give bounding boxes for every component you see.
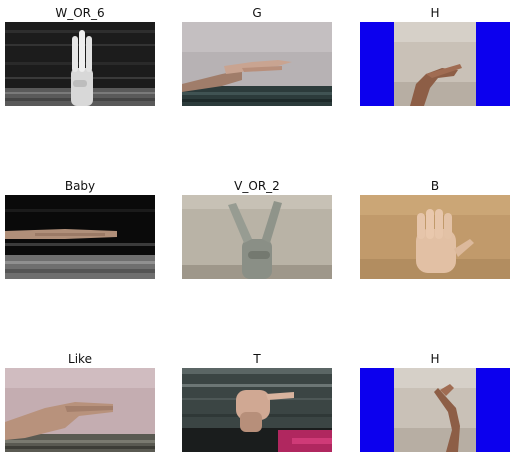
hand-sign-photo-graphic — [360, 368, 510, 452]
hand-sign-photo — [182, 22, 332, 106]
image-caption: G — [252, 6, 262, 20]
hand-sign-photo — [182, 195, 332, 279]
hand-sign-photo — [360, 368, 510, 452]
hand-sign-photo-graphic — [182, 368, 332, 452]
image-caption: W_OR_6 — [55, 6, 105, 20]
image-caption: Baby — [64, 179, 96, 193]
hand-sign-photo — [360, 22, 510, 106]
hand-sign-photo — [182, 368, 332, 452]
image-caption: B — [430, 179, 440, 193]
hand-sign-photo-graphic — [182, 195, 332, 279]
hand-sign-photo-graphic — [5, 22, 155, 106]
image-caption: T — [253, 352, 261, 366]
hand-sign-photo — [5, 195, 155, 279]
image-caption: H — [430, 352, 440, 366]
image-caption: V_OR_2 — [234, 179, 280, 193]
hand-sign-photo — [5, 22, 155, 106]
hand-sign-photo-graphic — [5, 368, 155, 452]
hand-sign-photo-graphic — [182, 22, 332, 106]
hand-sign-photo-graphic — [360, 22, 510, 106]
hand-sign-photo-graphic — [5, 195, 155, 279]
image-caption: H — [430, 6, 440, 20]
image-caption: Like — [68, 352, 92, 366]
hand-sign-photo — [360, 195, 510, 279]
hand-sign-photo — [5, 368, 155, 452]
hand-sign-photo-graphic — [360, 195, 510, 279]
